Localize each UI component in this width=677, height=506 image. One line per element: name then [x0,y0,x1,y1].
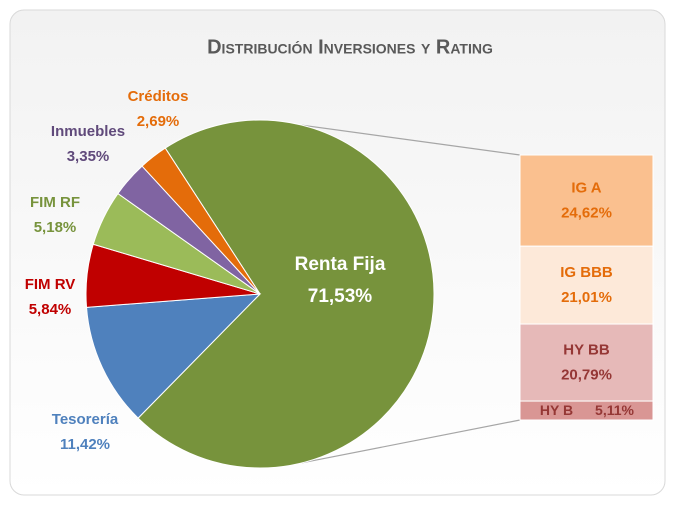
slice-value-label: 71,53% [308,286,373,307]
slice-label: Créditos [128,88,189,105]
connector-line [302,124,521,156]
slice-value-label: 5,84% [29,301,72,318]
slice-label: Tesorería [52,411,119,428]
bar-value-label: 21,01% [561,289,612,306]
pie-slice [141,147,261,295]
bar-value-label: 24,62% [561,205,612,222]
bar-segment [519,245,654,325]
bar-label: HY B [540,402,573,418]
bar-segment [519,154,654,247]
chart-title: Distribución Inversiones y Rating [207,36,493,58]
slice-label: Inmuebles [51,123,125,140]
pie-slice [85,293,262,419]
bar-label: IG BBB [560,264,613,281]
bar-value-label: 5,11% [595,402,634,418]
bar-value-label: 20,79% [561,367,612,384]
bar-segment [519,400,654,421]
connector-line [301,419,521,464]
bar-segment [519,323,654,402]
bar-label: IG A [571,180,601,197]
bar-label: HY BB [563,342,610,359]
slice-value-label: 3,35% [67,148,110,165]
pie-slice [137,119,435,469]
slice-label: FIM RF [30,194,80,211]
slice-label: FIM RV [25,276,76,293]
slice-value-label: 5,18% [34,219,77,236]
slice-value-label: 2,69% [137,113,180,130]
slice-label: Renta Fija [295,254,386,275]
slice-value-label: 11,42% [60,436,110,453]
